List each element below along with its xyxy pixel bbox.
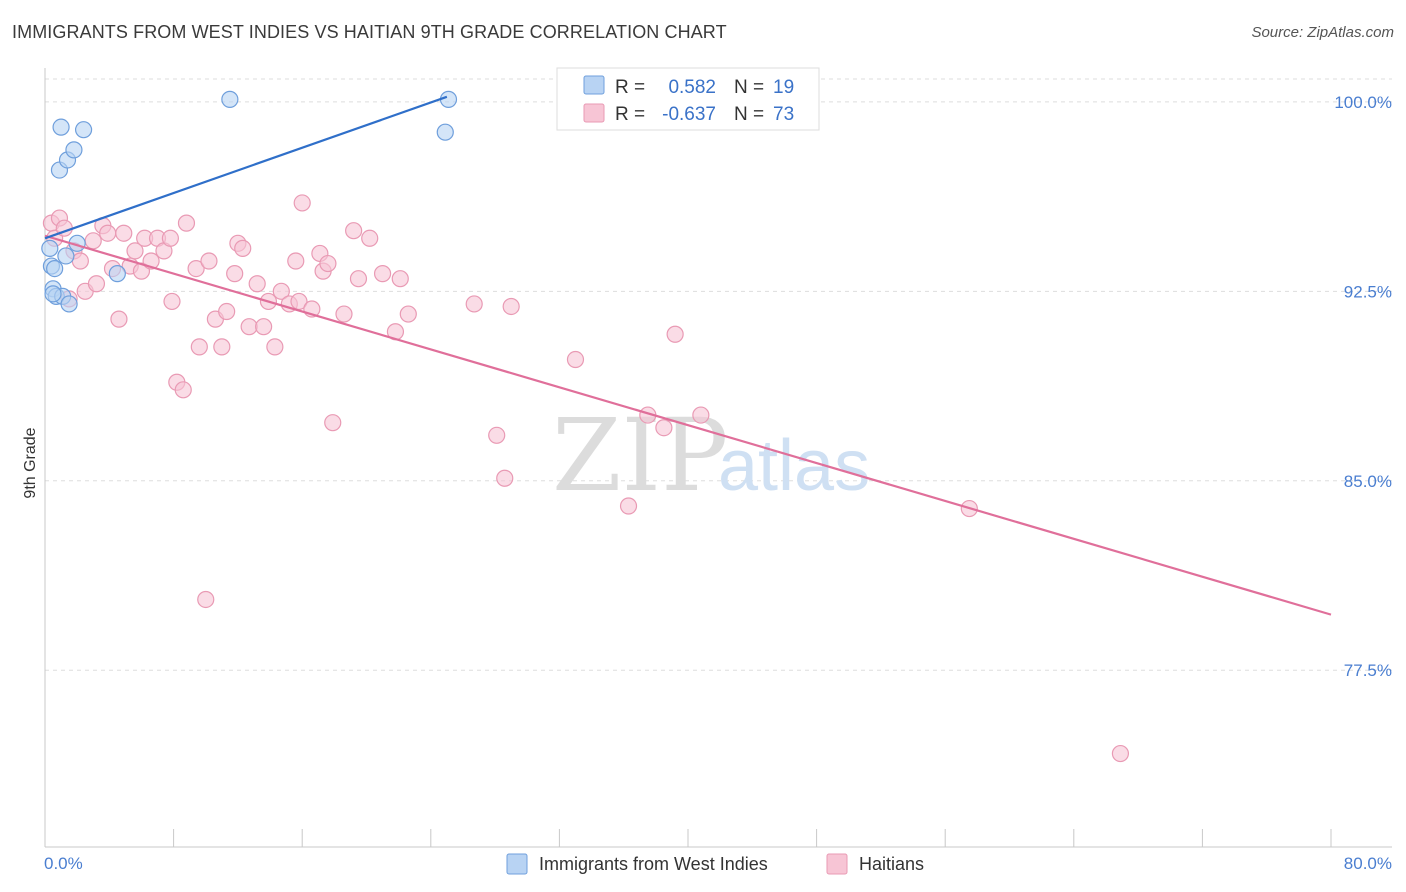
west-indies-point — [65, 141, 83, 159]
west-indies-point — [221, 90, 239, 108]
y-tick-label: 100.0% — [1334, 93, 1392, 112]
west-indies-point — [41, 239, 59, 257]
haitians-point — [566, 350, 585, 369]
y-tick-label: 85.0% — [1344, 472, 1392, 491]
west-indies-point — [108, 265, 126, 283]
west-indies-point — [436, 123, 454, 141]
y-tick-label: 77.5% — [1344, 661, 1392, 680]
west-indies-point — [52, 118, 70, 136]
correlation-legend: R = 0.582 N = 19 R = -0.637 N = 73 — [556, 67, 820, 131]
y-axis-title: 9th Grade — [22, 427, 39, 498]
legend-n-label-1: N = — [734, 77, 764, 98]
x-tick-label-min: 0.0% — [44, 854, 83, 873]
haitians-point — [619, 497, 638, 515]
legend-swatch-pink — [583, 103, 605, 123]
haitians-point — [99, 224, 117, 242]
haitians-point — [335, 305, 353, 323]
haitians-point — [666, 325, 684, 343]
haitians-point — [87, 275, 106, 293]
haitians-point — [345, 222, 363, 240]
haitians-point — [655, 419, 673, 437]
west-indies-point — [46, 259, 64, 278]
haitians-point — [177, 214, 196, 232]
haitians-point — [255, 318, 273, 336]
haitians-point — [1111, 744, 1130, 763]
trend-lines — [44, 95, 1332, 616]
haitians-point — [324, 414, 342, 432]
haitians-point — [266, 338, 284, 356]
haitians-point — [293, 194, 311, 212]
haitians-point — [71, 252, 89, 270]
y-tick-labels: 100.0% 92.5% 85.0% 77.5% — [1334, 93, 1392, 680]
haitians-point — [84, 232, 102, 250]
watermark-atlas: atlas — [718, 426, 870, 506]
haitians-point — [163, 292, 181, 311]
haitians-point — [287, 252, 305, 270]
haitians-point — [197, 590, 215, 609]
haitians-point — [349, 270, 368, 288]
haitians-point — [488, 426, 506, 444]
haitians-point — [200, 252, 218, 270]
haitians-point — [240, 318, 258, 336]
haitians-point — [465, 295, 483, 313]
haitians-point — [399, 305, 417, 323]
haitians-point — [110, 310, 128, 328]
haitians-point — [361, 229, 379, 247]
haitians-point — [190, 338, 208, 356]
series-legend-swatch-blue — [506, 853, 528, 875]
haitians-point — [226, 265, 244, 283]
haitians-point — [290, 292, 308, 311]
haitians-point — [496, 469, 514, 487]
legend-n-value-2: 73 — [773, 104, 794, 125]
legend-n-label-2: N = — [734, 104, 764, 125]
west-indies-point — [74, 121, 93, 139]
series-legend-label-pink: Haitians — [859, 854, 924, 874]
source-credit: Source: ZipAtlas.com — [1251, 24, 1394, 41]
x-tick-label-max: 80.0% — [1344, 854, 1392, 873]
legend-r-label-1: R = — [615, 77, 645, 98]
haitians-point — [391, 270, 409, 288]
west-indies-trend-line — [44, 95, 448, 240]
haitians-point — [126, 242, 144, 260]
haitians-point — [373, 265, 392, 283]
legend-n-value-1: 19 — [773, 77, 794, 98]
haitians-point — [218, 302, 236, 321]
haitians-point — [319, 254, 337, 273]
y-tick-label: 92.5% — [1344, 282, 1392, 301]
haitians-point — [502, 297, 520, 316]
haitians-point — [234, 239, 252, 257]
haitians-trend-line — [44, 234, 1332, 616]
legend-swatch-blue — [583, 75, 605, 95]
haitians-point — [248, 275, 266, 293]
axes — [44, 68, 1392, 848]
haitians-point — [213, 338, 231, 356]
chart-title: IMMIGRANTS FROM WEST INDIES VS HAITIAN 9… — [12, 22, 727, 42]
legend-r-value-2: -0.637 — [662, 104, 716, 125]
haitians-point — [161, 229, 179, 247]
haitians-point — [692, 406, 710, 424]
haitians-point — [115, 224, 133, 242]
series-legend-swatch-pink — [826, 853, 848, 875]
legend-r-label-2: R = — [615, 104, 645, 125]
west-indies-point — [44, 285, 62, 303]
legend-r-value-1: 0.582 — [668, 77, 716, 98]
haitians-point — [272, 282, 290, 300]
series-legend-label-blue: Immigrants from West Indies — [539, 854, 768, 874]
west-indies-point — [57, 247, 75, 265]
haitians-point — [174, 381, 192, 399]
haitians-point — [187, 259, 205, 278]
west-indies-point — [60, 295, 78, 313]
series-legend: Immigrants from West Indies Haitians — [506, 853, 924, 875]
